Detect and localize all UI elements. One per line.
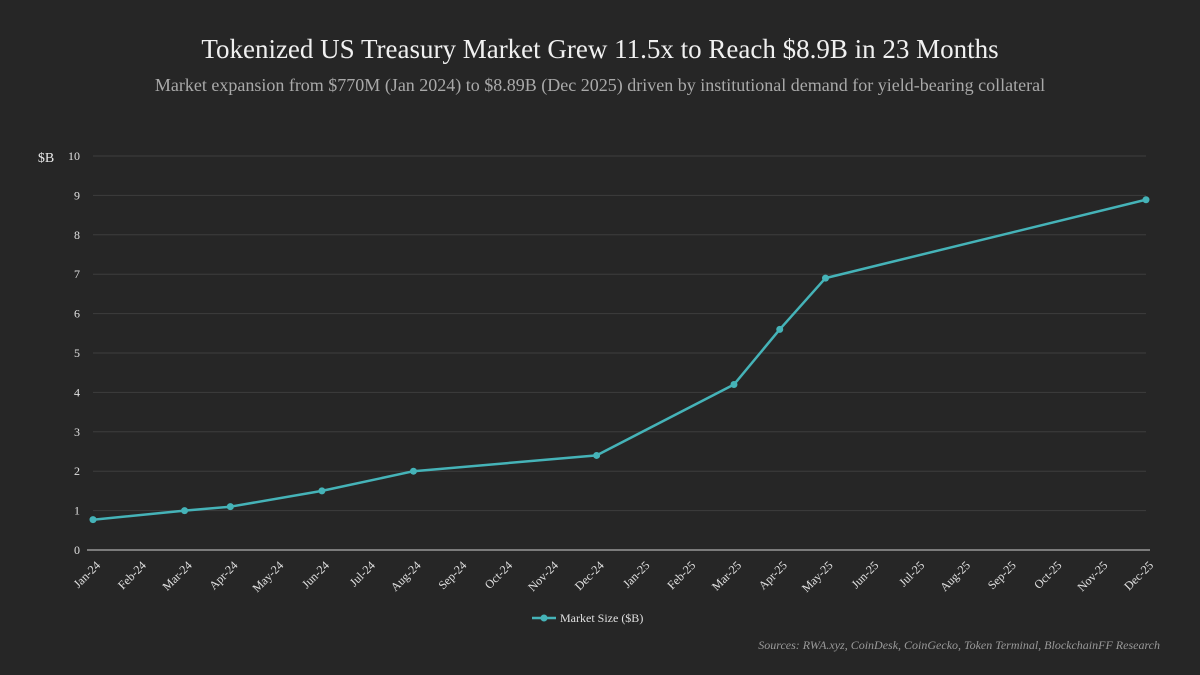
y-tick-label: 9 xyxy=(74,188,80,202)
x-tick-label: Oct-25 xyxy=(1031,558,1064,591)
chart-title: Tokenized US Treasury Market Grew 11.5x … xyxy=(201,34,999,64)
series-line xyxy=(92,198,1147,521)
x-tick-label: Jun-24 xyxy=(299,558,332,591)
y-tick-label: 1 xyxy=(74,504,80,518)
x-tick-label: Feb-24 xyxy=(115,558,149,592)
data-point[interactable] xyxy=(181,507,189,515)
data-point[interactable] xyxy=(226,503,234,511)
data-point[interactable] xyxy=(89,516,97,524)
x-tick-label: Nov-24 xyxy=(525,558,561,594)
y-tick-label: 7 xyxy=(74,267,80,281)
x-tick-label: Jul-24 xyxy=(347,558,378,589)
x-tick-label: Dec-25 xyxy=(1121,558,1156,593)
x-tick-label: May-24 xyxy=(249,558,286,595)
y-tick-label: 5 xyxy=(74,346,80,360)
y-tick-label: 4 xyxy=(74,385,80,399)
x-tick-label: May-25 xyxy=(799,558,836,595)
data-point[interactable] xyxy=(776,325,784,333)
x-tick-label: Apr-25 xyxy=(756,558,790,592)
x-tick-label: Nov-25 xyxy=(1075,558,1111,594)
x-tick-label: Feb-25 xyxy=(664,558,698,592)
y-tick-label: 6 xyxy=(74,307,80,321)
gridlines xyxy=(93,155,1146,512)
x-tick-label: Sep-24 xyxy=(435,558,469,592)
sources-note: Sources: RWA.xyz, CoinDesk, CoinGecko, T… xyxy=(758,638,1160,652)
x-tick-label: Mar-25 xyxy=(709,558,744,593)
x-tick-label: Mar-24 xyxy=(160,558,195,593)
data-point[interactable] xyxy=(409,467,417,475)
legend[interactable]: Market Size ($B) xyxy=(532,611,643,625)
x-tick-label: Jan-24 xyxy=(71,558,104,591)
legend-swatch-marker xyxy=(540,614,548,622)
data-point[interactable] xyxy=(318,487,326,495)
y-tick-label: 3 xyxy=(74,425,80,439)
x-tick-labels: Jan-24 Feb-24 Mar-24 Apr-24 May-24 Jun-24 Jul-… xyxy=(71,558,1157,595)
data-point[interactable] xyxy=(822,274,830,282)
y-tick-label: 10 xyxy=(68,149,80,163)
data-point[interactable] xyxy=(593,451,601,459)
legend-label: Market Size ($B) xyxy=(560,611,643,625)
y-tick-label: 2 xyxy=(74,464,80,478)
y-tick-labels: 0 1 2 3 4 5 6 7 8 9 10 xyxy=(68,149,80,557)
data-point[interactable] xyxy=(1142,196,1150,204)
x-tick-label: Jul-25 xyxy=(896,558,927,589)
x-tick-label: Aug-25 xyxy=(937,558,973,594)
x-tick-label: Jan-25 xyxy=(620,558,653,591)
x-tick-label: Sep-25 xyxy=(985,558,1019,592)
y-axis-label: $B xyxy=(38,151,54,166)
x-tick-label: Aug-24 xyxy=(388,558,424,594)
data-point[interactable] xyxy=(730,381,738,389)
y-tick-label: 8 xyxy=(74,228,80,242)
x-tick-label: Oct-24 xyxy=(482,558,515,591)
chart-subtitle: Market expansion from $770M (Jan 2024) t… xyxy=(154,75,1046,95)
x-tick-label: Apr-24 xyxy=(206,558,240,592)
series-market-size xyxy=(89,196,1150,524)
x-tick-label: Jun-25 xyxy=(848,558,881,591)
y-tick-label: 0 xyxy=(74,543,80,557)
x-tick-label: Dec-24 xyxy=(572,558,607,593)
